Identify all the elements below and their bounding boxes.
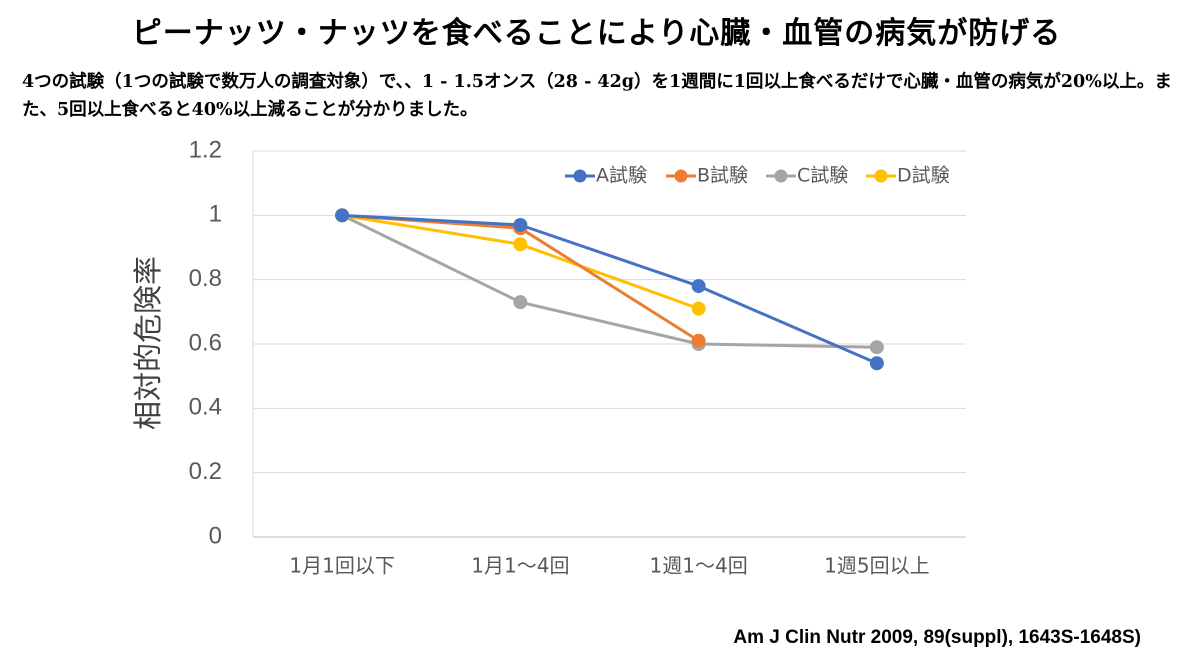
legend-label: B試験 (697, 165, 748, 187)
y-tick-label: 1.2 (189, 136, 222, 163)
x-category-label: 1週5回以上 (824, 554, 929, 578)
x-category-label: 1月1～4回 (471, 554, 569, 578)
data-point (513, 217, 528, 232)
y-tick-label: 1 (209, 201, 222, 228)
legend-marker (674, 169, 688, 183)
data-point (691, 301, 706, 316)
description-text: 4つの試験（1つの試験で数万人の調査対象）で、、1 - 1.5オンス（28 - … (22, 72, 1172, 120)
x-category-label: 1週1～4回 (650, 554, 748, 578)
legend-label: C試験 (797, 165, 848, 187)
data-point (513, 237, 528, 252)
legend-marker (774, 169, 788, 183)
data-point (513, 295, 528, 310)
y-tick-label: 0.8 (189, 265, 222, 292)
data-point (335, 208, 350, 223)
y-tick-label: 0.4 (189, 394, 222, 421)
series-A試験 (335, 208, 884, 371)
y-axis-label: 相対的危険率 (131, 256, 165, 430)
page-title: ピーナッツ・ナッツを食べることにより心臓・血管の病気が防げる (131, 16, 1062, 51)
series-line (341, 213, 877, 349)
y-tick-label: 0.2 (189, 458, 222, 485)
data-point (869, 356, 884, 371)
legend: A試験 B試験 C試験 D試験 (565, 165, 950, 187)
legend-label: A試験 (596, 165, 647, 187)
series-line (342, 213, 878, 365)
data-point (691, 279, 706, 294)
y-axis-ticks: 0 0.2 0.4 0.6 0.8 1 1.2 (189, 136, 222, 549)
source-citation: Am J Clin Nutr 2009, 89(suppl), 1643S-16… (733, 627, 1141, 648)
series-C試験 (335, 208, 884, 355)
data-point (691, 333, 706, 348)
legend-marker (874, 169, 888, 183)
legend-label: D試験 (897, 165, 950, 187)
x-axis-categories: 1月1回以下 1月1～4回 1週1～4回 1週5回以上 (289, 554, 929, 578)
grid-lines (252, 150, 966, 538)
y-tick-label: 0.6 (189, 329, 222, 356)
data-point (869, 340, 884, 355)
x-category-label: 1月1回以下 (289, 554, 394, 578)
series-lines (335, 208, 884, 371)
y-tick-label: 0 (209, 522, 222, 549)
legend-marker (573, 169, 587, 183)
